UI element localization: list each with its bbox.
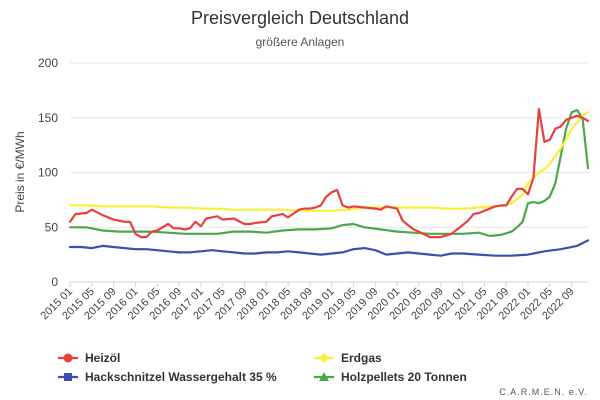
legend[interactable]: Heizöl Erdgas Hackschnitzel Wassergehalt 3… [58,351,467,384]
credits[interactable]: C.A.R.M.E.N. e.V. [499,387,588,397]
series-line-0[interactable] [68,107,590,239]
series-layer [68,107,590,257]
legend-label: Erdgas [341,351,382,365]
y-tick-label: 200 [38,56,58,70]
legend-item-0[interactable]: Heizöl [58,351,120,365]
series-line-3[interactable] [68,109,590,238]
y-tick-label: 50 [45,220,59,234]
legend-item-1[interactable]: Erdgas [314,351,382,365]
legend-marker-circle [63,353,73,363]
legend-label: Hackschnitzel Wassergehalt 35 % [85,370,277,384]
y-axis-title: Preis in €/MWh [13,131,27,212]
series-line-1[interactable] [68,111,590,212]
legend-label: Heizöl [85,351,120,365]
y-axis: 0 50 100 150 200 [38,56,58,289]
y-tick-label: 100 [38,166,58,180]
chart-subtitle: größere Anlagen [256,35,345,49]
legend-marker-diamond [319,353,329,363]
legend-item-2[interactable]: Hackschnitzel Wassergehalt 35 % [58,370,277,384]
legend-marker-triangle [319,372,329,381]
y-tick-label: 0 [51,275,58,289]
series-line-2[interactable] [68,239,590,257]
legend-item-3[interactable]: Holzpellets 20 Tonnen [314,370,467,384]
y-tick-label: 150 [38,111,58,125]
grid-layer [70,62,588,283]
legend-marker-square [64,373,72,381]
legend-label: Holzpellets 20 Tonnen [341,370,467,384]
chart-title: Preisvergleich Deutschland [191,8,409,28]
